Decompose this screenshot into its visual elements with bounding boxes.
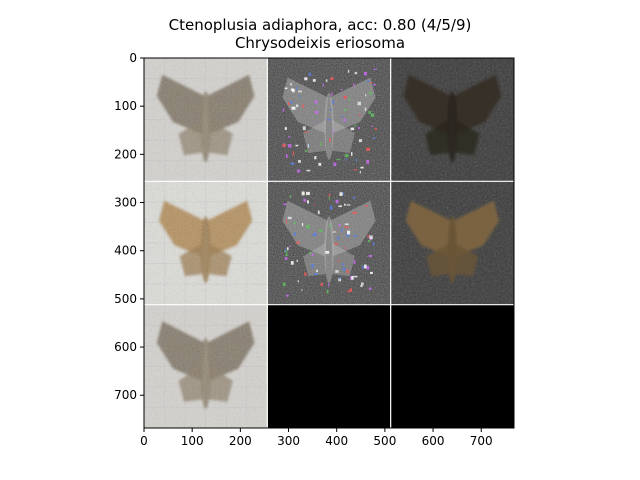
tile-r1c0-moth-photo-icon xyxy=(144,181,268,305)
left-hindwing xyxy=(425,119,450,156)
x-tick-label: 400 xyxy=(325,434,348,448)
axes: 0 100 200 300 400 500 600 700 0 100 200 300 400 500 60… xyxy=(114,51,515,448)
image-tiles xyxy=(144,58,514,428)
chart-title: Ctenoplusia adiaphora, acc: 0.80 (4/5/9) xyxy=(168,16,472,34)
x-tick-label: 300 xyxy=(277,434,300,448)
tile-r1c2-dim-moth-icon xyxy=(390,181,514,305)
right-hindwing xyxy=(455,243,479,277)
left-hindwing xyxy=(303,243,326,277)
moth-body xyxy=(324,216,334,283)
tile-separators xyxy=(144,58,514,428)
tile-r0c0-moth-photo-icon xyxy=(144,58,268,182)
blank-panel xyxy=(390,304,514,428)
tile-r0c1-noise-saliency-icon xyxy=(267,58,391,182)
left-forewing xyxy=(282,200,328,257)
right-forewing xyxy=(453,74,502,134)
right-forewing xyxy=(453,200,499,257)
y-tick-label: 700 xyxy=(114,388,137,402)
y-tick-label: 0 xyxy=(129,51,137,65)
tile-r1c1-noise-saliency-icon xyxy=(267,181,391,305)
y-tick-label: 400 xyxy=(114,244,137,258)
right-hindwing xyxy=(455,119,480,156)
left-forewing xyxy=(405,200,452,257)
chart-subtitle: Chrysodeixis eriosoma xyxy=(234,34,406,52)
moth-body xyxy=(447,91,458,163)
y-tick-label: 300 xyxy=(114,196,137,210)
right-hindwing xyxy=(332,243,355,277)
y-tick-label: 500 xyxy=(114,292,137,306)
moth-body xyxy=(447,216,457,283)
tile-r2c0-moth-photo-icon xyxy=(144,304,268,428)
plot-frame xyxy=(143,57,515,429)
x-tick-label: 700 xyxy=(470,434,493,448)
x-tick-label: 100 xyxy=(181,434,204,448)
right-hindwing xyxy=(332,119,355,153)
tile-r2c2-blank-panel-icon xyxy=(390,304,514,428)
left-hindwing xyxy=(426,243,450,277)
blank-panel xyxy=(267,304,391,428)
tile-r0c2-dim-moth-icon xyxy=(390,58,514,182)
x-tick-label: 200 xyxy=(229,434,252,448)
x-tick-label: 600 xyxy=(422,434,445,448)
tile-r2c1-blank-panel-icon xyxy=(267,304,391,428)
y-tick-label: 200 xyxy=(114,147,137,161)
y-tick-label: 600 xyxy=(114,340,137,354)
right-forewing xyxy=(330,77,376,133)
y-tick-label: 100 xyxy=(114,99,137,113)
left-forewing xyxy=(403,74,452,134)
right-forewing xyxy=(330,200,376,257)
x-tick-label: 0 xyxy=(140,434,148,448)
x-tick-label: 500 xyxy=(373,434,396,448)
